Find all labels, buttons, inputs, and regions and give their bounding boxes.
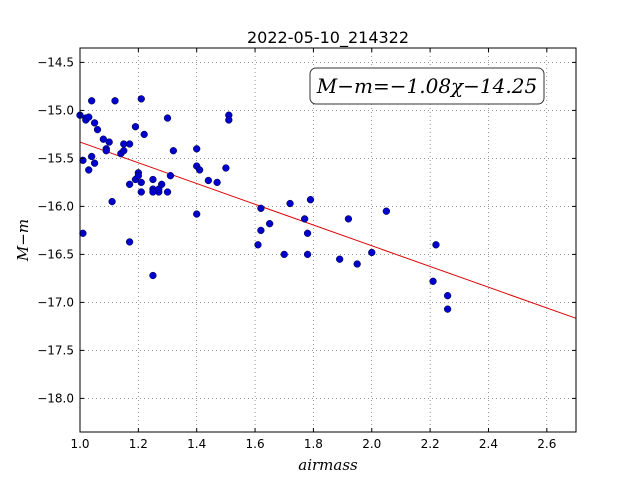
y-tick-label: −17.0: [37, 295, 74, 309]
data-point: [163, 188, 172, 196]
fit-line: [79, 141, 577, 319]
data-point: [204, 176, 213, 185]
annotation-frame: [309, 67, 545, 105]
plot-area-background: [80, 48, 576, 432]
data-point: [169, 147, 178, 155]
x-tick-label: 1.2: [129, 437, 148, 451]
data-point: [99, 135, 107, 143]
data-point: [88, 152, 96, 161]
plot-frame: [79, 47, 577, 433]
annotation-box: M−m=−1.08χ−14.25: [309, 67, 545, 105]
data-point: [254, 241, 262, 249]
data-point: [443, 305, 452, 313]
data-point: [193, 210, 201, 218]
y-tick-label: −17.5: [37, 343, 74, 357]
data-point: [134, 172, 143, 180]
data-point: [125, 140, 134, 148]
y-tick-label: −14.5: [37, 55, 74, 69]
data-point: [303, 229, 312, 237]
points-layer: [76, 95, 452, 313]
y-tick-label: −15.0: [37, 103, 74, 117]
y-tick-label: −16.0: [37, 199, 74, 213]
data-point: [432, 241, 440, 249]
data-point: [382, 207, 391, 215]
data-point: [163, 114, 172, 122]
data-point: [443, 292, 452, 300]
data-point: [286, 199, 294, 208]
data-point: [90, 119, 99, 127]
x-tick-label: 1.0: [70, 437, 89, 451]
x-axis-label: airmass: [298, 456, 358, 474]
data-point: [85, 166, 93, 174]
data-point: [336, 255, 344, 263]
data-point: [149, 271, 157, 280]
data-point: [257, 226, 265, 235]
fit-equation: M−m=−1.08χ−14.25: [316, 74, 537, 98]
y-tick-label: −16.5: [37, 247, 74, 261]
y-tick-label: −18.0: [37, 391, 74, 405]
data-point: [137, 178, 145, 187]
data-point: [301, 215, 309, 223]
data-point: [193, 145, 201, 153]
data-point: [108, 197, 116, 206]
x-axis-ticks: 1.0 1.2 1.4 1.6 1.8 2.0 2.2 2.4 2.6: [70, 48, 556, 451]
data-point: [158, 180, 166, 188]
data-point: [225, 116, 233, 124]
data-point: [306, 196, 315, 204]
data-point: [102, 147, 110, 155]
data-point: [368, 248, 376, 257]
data-point: [125, 180, 134, 188]
data-point: [222, 164, 230, 172]
data-point: [137, 188, 145, 196]
data-point: [257, 204, 265, 212]
x-tick-label: 2.6: [537, 437, 556, 451]
data-point: [353, 260, 361, 268]
data-point: [125, 238, 134, 246]
data-point: [85, 113, 93, 121]
data-point: [195, 166, 204, 174]
data-point: [93, 125, 102, 134]
data-point: [105, 138, 113, 146]
data-point: [166, 172, 175, 180]
data-point: [111, 97, 119, 105]
y-axis-label: M−m: [14, 219, 32, 262]
data-point: [265, 220, 274, 228]
chart-title: 2022-05-10_214322: [247, 28, 409, 48]
data-point: [131, 123, 140, 131]
x-tick-label: 2.4: [479, 437, 498, 451]
x-tick-label: 1.8: [304, 437, 323, 451]
data-point: [280, 250, 288, 259]
x-tick-label: 2.0: [362, 437, 381, 451]
data-point: [79, 229, 87, 237]
data-point: [303, 250, 312, 259]
y-axis-ticks: −14.5 −15.0 −15.5 −16.0 −16.5 −17.0 −17.5 −18.0: [37, 55, 576, 405]
x-tick-label: 2.2: [421, 437, 440, 451]
data-point: [137, 95, 145, 103]
data-point: [140, 130, 148, 139]
data-point: [120, 147, 128, 155]
grid: [79, 48, 576, 432]
data-point: [344, 215, 353, 223]
fit-layer: [79, 141, 577, 319]
y-tick-label: −15.5: [37, 151, 74, 165]
data-point: [88, 97, 96, 105]
data-point: [429, 277, 437, 285]
x-tick-label: 1.6: [246, 437, 265, 451]
data-point: [90, 159, 99, 167]
x-tick-label: 1.4: [187, 437, 206, 451]
data-point: [213, 178, 221, 187]
data-point: [149, 175, 157, 184]
